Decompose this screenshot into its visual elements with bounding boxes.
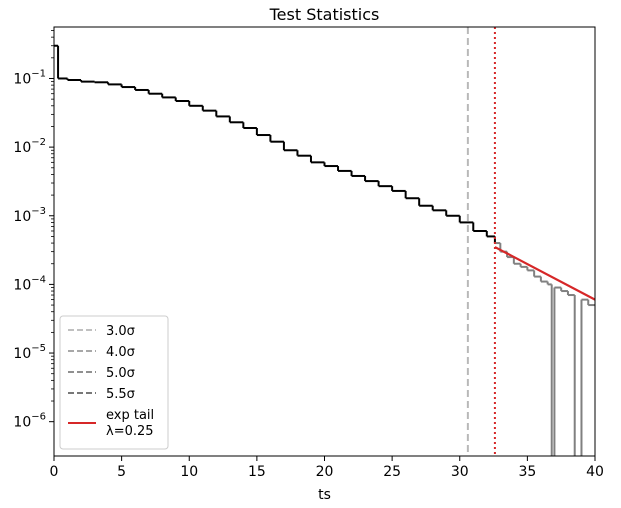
series-2 xyxy=(494,246,595,301)
y-tick-label: 10−5 xyxy=(13,343,46,362)
x-tick-label: 25 xyxy=(383,464,401,480)
y-tick-label: 10−4 xyxy=(13,274,46,293)
axes: 0 5 10 15 20 25 30 35 40 10−1 10−2 10−3 10−4 10−5 10−6 xyxy=(13,26,604,480)
legend-label: 5.5σ xyxy=(106,387,135,402)
y-tick-label: 10−1 xyxy=(13,68,46,87)
x-tick-label: 35 xyxy=(518,464,536,480)
exp-tail-line xyxy=(494,246,595,301)
legend-label: 5.0σ xyxy=(106,366,135,381)
chart-title: Test Statistics xyxy=(269,5,380,24)
legend-box xyxy=(59,315,169,450)
y-tick-label: 10−3 xyxy=(13,206,46,225)
x-tick-label: 5 xyxy=(117,464,126,480)
x-tick-label: 40 xyxy=(586,464,604,480)
x-tick-label: 15 xyxy=(248,464,266,480)
x-tick-label: 20 xyxy=(316,464,334,480)
y-tick-label: 10−2 xyxy=(13,137,46,156)
legend-label: exp tail xyxy=(106,408,154,423)
plot-area xyxy=(54,27,595,456)
series-1 xyxy=(494,242,595,456)
x-tick-label: 0 xyxy=(50,464,59,480)
series-0 xyxy=(54,44,496,244)
x-tick-label: 10 xyxy=(180,464,198,480)
x-tick-label: 30 xyxy=(451,464,469,480)
legend-label: 3.0σ xyxy=(106,324,135,339)
x-axis-label: ts xyxy=(318,487,331,503)
legend-label: 4.0σ xyxy=(106,345,135,360)
y-tick-label: 10−6 xyxy=(13,412,46,431)
legend-label: λ=0.25 xyxy=(106,424,154,439)
